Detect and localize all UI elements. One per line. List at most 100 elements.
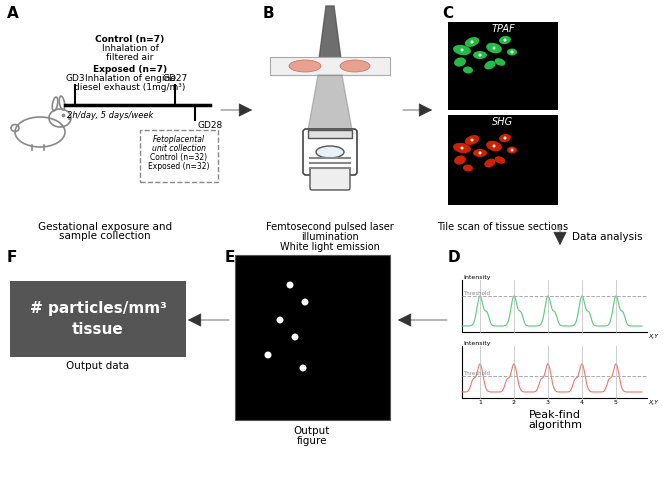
Text: X,Y: X,Y — [648, 334, 658, 339]
Text: TPAF: TPAF — [491, 24, 515, 34]
Text: 4: 4 — [580, 400, 584, 405]
Ellipse shape — [507, 48, 517, 56]
Text: B: B — [263, 6, 275, 21]
Ellipse shape — [473, 51, 487, 59]
Text: sample collection: sample collection — [59, 231, 151, 241]
Text: Intensity: Intensity — [463, 341, 490, 346]
Ellipse shape — [494, 58, 505, 66]
Circle shape — [292, 334, 298, 340]
Circle shape — [300, 364, 306, 372]
Text: Fetoplacental: Fetoplacental — [153, 135, 205, 144]
Text: 5: 5 — [614, 400, 618, 405]
FancyBboxPatch shape — [308, 130, 352, 138]
Circle shape — [492, 47, 496, 49]
Ellipse shape — [484, 158, 496, 168]
Circle shape — [504, 38, 506, 41]
Text: GD3: GD3 — [65, 74, 85, 83]
Circle shape — [264, 351, 272, 359]
Text: # particles/mm³: # particles/mm³ — [29, 301, 167, 316]
Text: tissue: tissue — [72, 322, 124, 336]
Circle shape — [510, 148, 514, 152]
Text: Exposed (n=7): Exposed (n=7) — [93, 65, 167, 74]
FancyBboxPatch shape — [448, 115, 558, 205]
Ellipse shape — [499, 134, 511, 142]
Circle shape — [470, 40, 474, 44]
Text: D: D — [448, 250, 461, 265]
Circle shape — [478, 152, 482, 155]
Text: Control (n=32): Control (n=32) — [151, 153, 207, 162]
Text: C: C — [442, 6, 453, 21]
Text: 2: 2 — [512, 400, 516, 405]
Text: SHG: SHG — [492, 117, 514, 127]
Circle shape — [460, 48, 464, 51]
Text: section: section — [238, 336, 276, 346]
Ellipse shape — [463, 67, 473, 73]
Circle shape — [470, 139, 474, 142]
Circle shape — [510, 50, 514, 53]
Polygon shape — [308, 75, 352, 130]
Text: F: F — [7, 250, 17, 265]
Text: Inhalation of engine: Inhalation of engine — [84, 74, 175, 83]
Text: thickness: thickness — [238, 347, 287, 357]
Ellipse shape — [473, 149, 487, 157]
Ellipse shape — [507, 146, 517, 154]
Ellipse shape — [340, 60, 370, 72]
Text: Exposed (n=32): Exposed (n=32) — [149, 162, 210, 171]
Ellipse shape — [454, 156, 466, 165]
Text: figure: figure — [297, 436, 327, 446]
Ellipse shape — [454, 58, 466, 67]
Ellipse shape — [453, 45, 471, 55]
FancyBboxPatch shape — [303, 129, 357, 175]
Text: Output data: Output data — [66, 361, 130, 371]
Ellipse shape — [484, 60, 496, 70]
FancyBboxPatch shape — [235, 255, 390, 420]
Text: Inhalation of: Inhalation of — [102, 44, 159, 53]
Ellipse shape — [465, 135, 479, 145]
Text: E: E — [225, 250, 235, 265]
Text: 1: 1 — [478, 400, 482, 405]
Text: 2h/day, 5 days/week: 2h/day, 5 days/week — [67, 111, 153, 120]
Text: unit collection: unit collection — [152, 144, 206, 153]
FancyBboxPatch shape — [448, 22, 558, 110]
FancyBboxPatch shape — [270, 57, 390, 75]
Circle shape — [492, 144, 496, 147]
Text: Based on: Based on — [238, 325, 286, 335]
Ellipse shape — [486, 43, 502, 53]
Text: 3: 3 — [546, 400, 550, 405]
Circle shape — [286, 281, 294, 288]
Ellipse shape — [289, 60, 321, 72]
FancyBboxPatch shape — [10, 281, 186, 357]
Ellipse shape — [463, 165, 473, 171]
Text: illumination: illumination — [301, 232, 359, 242]
Text: diesel exhaust (1mg/m³): diesel exhaust (1mg/m³) — [74, 83, 186, 92]
FancyBboxPatch shape — [310, 168, 350, 190]
Text: filtered air: filtered air — [106, 53, 154, 62]
Text: Data analysis: Data analysis — [572, 232, 643, 242]
Circle shape — [302, 299, 308, 305]
Text: Tile scan of tissue sections: Tile scan of tissue sections — [438, 222, 569, 232]
Ellipse shape — [453, 143, 471, 153]
Ellipse shape — [316, 146, 344, 158]
Text: Control (n=7): Control (n=7) — [96, 35, 165, 44]
Ellipse shape — [499, 36, 511, 44]
Text: Output: Output — [294, 426, 330, 436]
Circle shape — [478, 53, 482, 57]
Ellipse shape — [494, 156, 505, 164]
Text: Peak-find: Peak-find — [529, 410, 581, 420]
Text: GD28: GD28 — [198, 121, 223, 130]
Text: Femtosecond pulsed laser: Femtosecond pulsed laser — [266, 222, 394, 232]
Circle shape — [504, 136, 506, 140]
Text: A: A — [7, 6, 19, 21]
Text: Threshold: Threshold — [463, 371, 490, 376]
Text: X,Y: X,Y — [648, 400, 658, 405]
Polygon shape — [318, 6, 342, 67]
Text: Gestational exposure and: Gestational exposure and — [38, 222, 172, 232]
FancyBboxPatch shape — [140, 130, 218, 182]
Text: Threshold: Threshold — [463, 291, 490, 296]
Text: GD27: GD27 — [163, 74, 187, 83]
Text: algorithm: algorithm — [528, 420, 582, 430]
Ellipse shape — [486, 141, 502, 151]
Ellipse shape — [465, 37, 479, 47]
Text: Intensity: Intensity — [463, 275, 490, 280]
Circle shape — [460, 146, 464, 149]
